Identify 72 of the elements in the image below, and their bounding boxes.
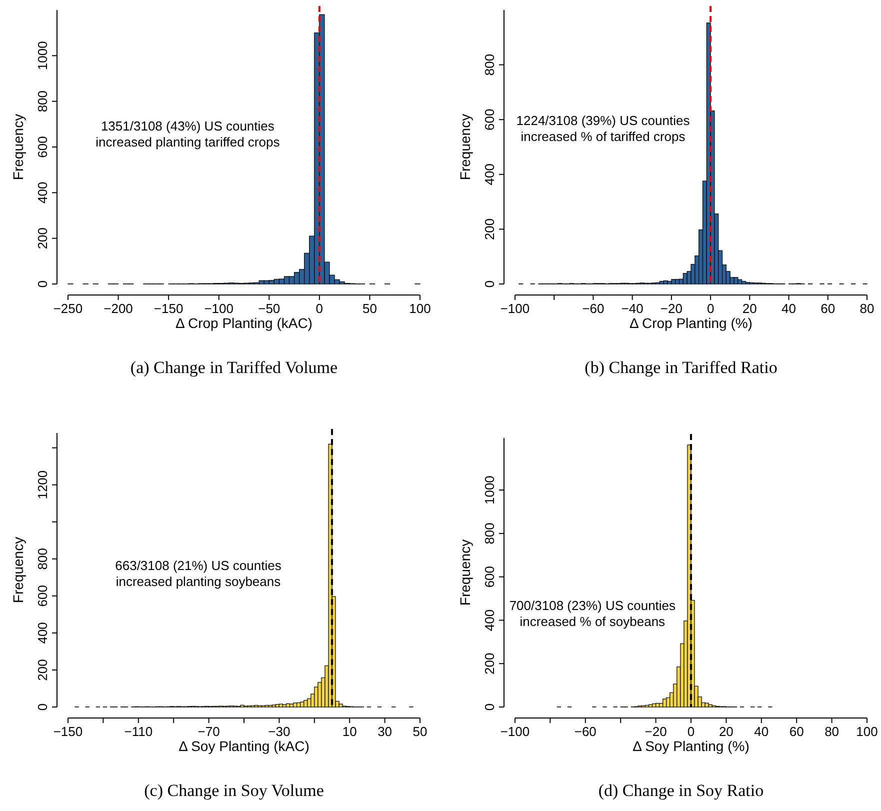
y-tick-label: 400 xyxy=(482,609,497,632)
y-tick-label: 600 xyxy=(482,566,497,588)
y-axis-title: Frequency xyxy=(457,539,473,606)
y-tick-label: 600 xyxy=(482,108,497,130)
x-axis-title: Δ Crop Planting (kAC) xyxy=(176,315,312,331)
x-tick-label: 0 xyxy=(706,301,714,316)
x-tick-label: 100 xyxy=(856,724,878,739)
y-tick-label: 800 xyxy=(35,548,50,570)
annotation: 1224/3108 (39%) US counties increased % of tariffed crops xyxy=(516,113,690,144)
x-tick-label: 0 xyxy=(687,724,695,739)
y-tick-label: 800 xyxy=(482,522,497,544)
x-tick-label: 40 xyxy=(754,724,769,739)
y-tick-label: 1000 xyxy=(35,41,50,70)
x-tick-label: −30 xyxy=(268,724,290,739)
x-tick-label: −100 xyxy=(500,724,530,739)
text: (b) Change in Tariffed Ratio xyxy=(584,358,778,377)
annotation: 663/3108 (21%) US counties increased planting soybeans xyxy=(115,558,282,589)
y-axis-title: Frequency xyxy=(457,114,473,180)
x-tick-label: −100 xyxy=(500,301,530,316)
x-tick-label: 60 xyxy=(820,301,836,316)
y-tick-label: 0 xyxy=(482,703,497,711)
x-tick-label: −60 xyxy=(582,301,604,316)
y-tick-label: 400 xyxy=(35,182,50,204)
y-tick-label: 200 xyxy=(35,659,50,681)
x-tick-label: −50 xyxy=(258,301,280,316)
x-tick-label: −20 xyxy=(660,301,682,316)
y-axis-title: Frequency xyxy=(10,536,26,604)
y-tick-label: 400 xyxy=(482,164,497,186)
annotation: 1351/3108 (43%) US counties increased planting tariffed crops xyxy=(96,118,280,150)
y-tick-label: 200 xyxy=(482,218,497,240)
y-tick-label: 800 xyxy=(482,54,497,76)
x-tick-label: 50 xyxy=(362,301,377,316)
x-tick-label: 40 xyxy=(782,301,796,316)
x-tick-label: −20 xyxy=(644,724,667,739)
annotation: 700/3108 (23%) US counties increased % of soybeans xyxy=(509,598,676,630)
x-tick-label: 10 xyxy=(342,724,357,739)
x-axis-title: Δ Crop Planting (%) xyxy=(630,315,752,331)
y-tick-label: 1200 xyxy=(35,470,50,500)
y-tick-label: 1000 xyxy=(482,476,497,505)
y-axis-title: Frequency xyxy=(10,114,26,180)
y-tick-label: 600 xyxy=(35,585,50,607)
x-tick-label: 80 xyxy=(860,301,874,316)
x-tick-label: −40 xyxy=(621,301,644,316)
y-tick-label: 200 xyxy=(35,227,50,250)
y-tick-label: 0 xyxy=(35,280,50,288)
x-tick-label: −150 xyxy=(53,724,83,739)
x-tick-label: −110 xyxy=(124,724,153,739)
x-tick-label: 50 xyxy=(412,724,428,739)
x-tick-label: −250 xyxy=(53,301,83,316)
y-tick-label: 400 xyxy=(35,622,50,644)
text: (d) Change in Soy Ratio xyxy=(598,781,764,800)
y-tick-label: 0 xyxy=(35,703,50,711)
x-axis-title: Δ Soy Planting (kAC) xyxy=(178,738,310,754)
x-tick-label: −150 xyxy=(154,301,184,316)
x-tick-label: −100 xyxy=(204,301,234,316)
x-tick-label: 20 xyxy=(718,724,734,739)
x-tick-label: −200 xyxy=(104,301,133,316)
x-tick-label: 80 xyxy=(824,724,840,739)
x-tick-label: −70 xyxy=(198,724,220,739)
y-tick-label: 600 xyxy=(35,136,50,158)
y-tick-label: 0 xyxy=(482,280,497,288)
x-axis-title: Δ Soy Planting (%) xyxy=(632,738,750,754)
y-tick-label: 800 xyxy=(35,90,50,112)
x-tick-label: −60 xyxy=(574,724,596,739)
text: (c) Change in Soy Volume xyxy=(144,781,324,800)
y-tick-label: 200 xyxy=(482,652,497,674)
x-tick-label: 0 xyxy=(316,301,324,316)
x-tick-label: 30 xyxy=(378,724,392,739)
x-tick-label: 100 xyxy=(409,301,431,316)
text: (a) Change in Tariffed Volume xyxy=(130,358,338,377)
x-tick-label: 20 xyxy=(742,301,757,316)
x-tick-label: 60 xyxy=(789,724,804,739)
